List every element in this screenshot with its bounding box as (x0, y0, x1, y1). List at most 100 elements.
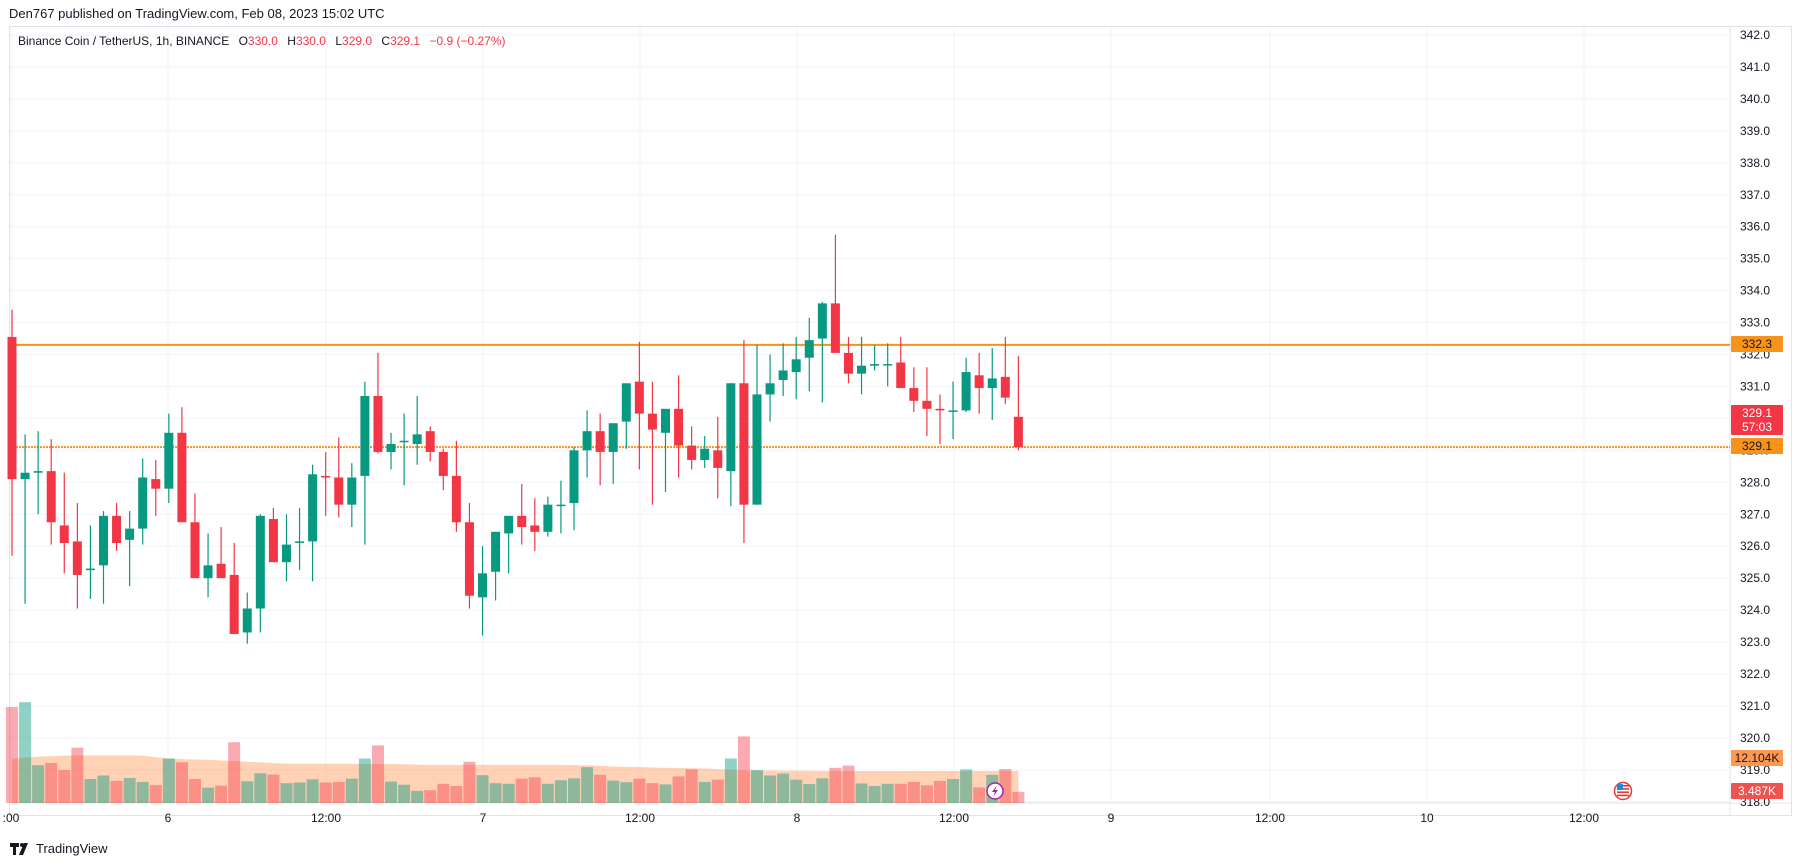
volume-badge (1731, 783, 1783, 799)
candle-body[interactable] (321, 475, 331, 478)
price-axis-label: 337.0 (1740, 188, 1770, 202)
volume-bar (398, 784, 411, 803)
candle-body[interactable] (7, 336, 17, 480)
candle-body[interactable] (739, 383, 749, 505)
price-axis-label: 333.0 (1740, 316, 1770, 330)
candle-body[interactable] (974, 375, 984, 389)
candle-body[interactable] (1013, 416, 1023, 448)
candle-body[interactable] (726, 383, 736, 472)
candle-body[interactable] (347, 477, 357, 505)
candle-body[interactable] (59, 525, 69, 544)
candle-body[interactable] (281, 544, 291, 563)
candle-body[interactable] (987, 378, 997, 389)
volume-bar (894, 783, 907, 803)
candle-body[interactable] (85, 568, 95, 571)
volume-bar (855, 783, 868, 803)
candle-body[interactable] (138, 477, 148, 529)
volume-badge-text: 3.487K (1738, 784, 1776, 798)
candle-body[interactable] (229, 574, 239, 635)
candle-body[interactable] (255, 515, 265, 609)
time-axis-label: 6 (165, 811, 172, 825)
candle-body[interactable] (242, 608, 252, 633)
volume-bar (476, 775, 489, 803)
candle-body[interactable] (1000, 376, 1010, 398)
flag-canton (1617, 784, 1623, 790)
candle-body[interactable] (491, 531, 501, 572)
candle-body[interactable] (713, 450, 723, 468)
candle-body[interactable] (961, 372, 971, 411)
candle-body[interactable] (112, 515, 122, 544)
candle-body[interactable] (634, 381, 644, 414)
candle-body[interactable] (661, 408, 670, 433)
candle-body[interactable] (478, 573, 488, 598)
volume-bar (790, 779, 803, 803)
volume-bar (594, 774, 607, 803)
candle-body[interactable] (830, 303, 840, 353)
candle-body[interactable] (438, 451, 448, 476)
candle-body[interactable] (46, 471, 56, 523)
candle-body[interactable] (386, 443, 396, 452)
candle-body[interactable] (935, 408, 945, 411)
candle-body[interactable] (20, 472, 30, 480)
candle-body[interactable] (582, 431, 592, 451)
candle-body[interactable] (451, 475, 461, 523)
candle-body[interactable] (647, 413, 657, 430)
candle-body[interactable] (308, 474, 318, 542)
candle-body[interactable] (33, 471, 43, 473)
candle-body[interactable] (373, 396, 383, 452)
candle-body[interactable] (530, 525, 540, 532)
candle-body[interactable] (164, 432, 174, 489)
candle-body[interactable] (412, 434, 422, 444)
candle-body[interactable] (857, 365, 867, 374)
candle-body[interactable] (896, 362, 906, 389)
candle-body[interactable] (360, 396, 370, 476)
candle-body[interactable] (556, 504, 566, 507)
candle-body[interactable] (687, 445, 697, 460)
candle-body[interactable] (203, 565, 213, 579)
candle-body[interactable] (216, 563, 226, 579)
candle-body[interactable] (425, 431, 435, 452)
candle-body[interactable] (569, 450, 579, 504)
candle-body[interactable] (621, 383, 631, 422)
candle-body[interactable] (765, 383, 775, 395)
candle-body[interactable] (948, 410, 958, 412)
candle-body[interactable] (517, 515, 527, 528)
time-axis-label: 12:00 (1255, 811, 1285, 825)
candle-body[interactable] (608, 423, 618, 452)
candle-body[interactable] (125, 528, 135, 540)
candle-body[interactable] (883, 364, 893, 366)
volume-bar (620, 782, 633, 803)
candle-body[interactable] (295, 541, 305, 543)
candle-body[interactable] (190, 522, 200, 579)
volume-bar (646, 783, 659, 803)
candle-body[interactable] (268, 519, 278, 563)
candle-body[interactable] (504, 515, 514, 534)
candle-body[interactable] (72, 541, 82, 575)
volume-bar (97, 775, 110, 803)
price-axis-label: 321.0 (1740, 699, 1770, 713)
price-axis-label: 341.0 (1740, 60, 1770, 74)
candle-body[interactable] (177, 432, 187, 523)
time-axis-label: 12:00 (939, 811, 969, 825)
candle-body[interactable] (464, 522, 474, 596)
time-axis-label: 10 (1420, 811, 1434, 825)
candle-body[interactable] (595, 431, 605, 452)
candle-body[interactable] (98, 515, 108, 566)
candle-body[interactable] (151, 479, 161, 489)
candle-body[interactable] (700, 448, 710, 460)
candle-body[interactable] (909, 388, 919, 401)
candle-body[interactable] (334, 477, 344, 505)
candle-body[interactable] (817, 303, 827, 339)
footer-brand[interactable]: TradingView (10, 841, 108, 856)
candle-body[interactable] (543, 504, 553, 532)
candle-body[interactable] (778, 370, 788, 381)
candle-body[interactable] (791, 359, 801, 373)
candle-body[interactable] (674, 408, 684, 446)
candle-body[interactable] (843, 352, 853, 374)
candle-body[interactable] (922, 400, 932, 409)
candle-body[interactable] (804, 340, 814, 358)
candle-body[interactable] (752, 394, 762, 505)
candle-body[interactable] (399, 440, 409, 443)
candle-body[interactable] (870, 364, 880, 366)
